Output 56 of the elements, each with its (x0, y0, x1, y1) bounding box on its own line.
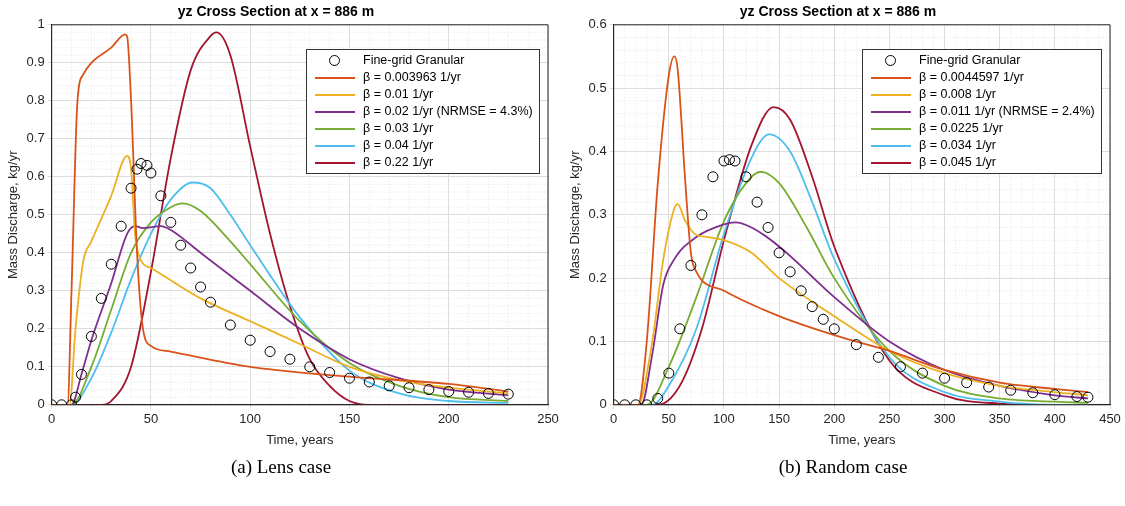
x-tick-label: 300 (933, 411, 956, 427)
x-tick-label: 350 (988, 411, 1011, 427)
text: (a) Lens case (229, 456, 333, 478)
legend-label: β = 0.034 1/yr (919, 136, 997, 154)
y-tick-label: 0 (599, 396, 607, 412)
y-tick-label: 0.7 (26, 130, 45, 146)
legend-label: β = 0.011 1/yr (NRMSE = 2.4%) (919, 102, 1095, 120)
x-tick-label: 50 (661, 411, 677, 427)
legend-label: β = 0.045 1/yr (919, 153, 997, 171)
legend-label: β = 0.0044597 1/yr (919, 68, 1024, 86)
x-tick-label: 100 (239, 411, 262, 427)
legend-label: β = 0.003963 1/yr (363, 68, 461, 86)
x-tick-label: 150 (338, 411, 361, 427)
x-tick-label: 250 (878, 411, 901, 427)
y-tick-label: 0.6 (588, 16, 607, 32)
y-axis-title: Mass Discharge, kg/yr (5, 149, 21, 280)
chart-title: yz Cross Section at x = 886 m (177, 3, 375, 20)
x-tick-label: 50 (143, 411, 159, 427)
y-tick-label: 0.5 (588, 79, 607, 95)
legend-label: Fine-grid Granular (363, 51, 465, 69)
x-tick-label: 0 (610, 411, 618, 427)
x-tick-label: 200 (823, 411, 846, 427)
y-tick-label: 0.9 (26, 54, 45, 70)
x-tick-label: 250 (537, 411, 559, 427)
y-axis-title: Mass Discharge, kg/yr (567, 149, 583, 280)
x-axis-title: Time, years (266, 431, 335, 447)
y-tick-label: 0.4 (588, 143, 607, 159)
x-tick-label: 200 (437, 411, 460, 427)
legend-label: β = 0.03 1/yr (363, 119, 434, 137)
legend-label: Fine-grid Granular (919, 51, 1021, 69)
text: (b) Random case (777, 456, 909, 478)
x-tick-label: 100 (713, 411, 735, 427)
y-tick-label: 0.3 (26, 282, 45, 298)
legend-label: β = 0.04 1/yr (363, 136, 434, 154)
legend-label: β = 0.22 1/yr (363, 153, 434, 171)
x-tick-label: 150 (768, 411, 790, 427)
x-tick-label: 450 (1099, 411, 1121, 427)
y-tick-label: 0.2 (588, 269, 607, 285)
y-tick-label: 0.5 (26, 206, 45, 222)
y-tick-label: 0.4 (26, 244, 45, 260)
chart-title: yz Cross Section at x = 886 m (739, 3, 937, 20)
y-tick-label: 1 (37, 16, 45, 32)
x-axis-title: Time, years (828, 431, 897, 447)
y-tick-label: 0.8 (26, 92, 45, 108)
y-tick-label: 0.3 (588, 206, 607, 222)
x-tick-label: 0 (48, 411, 56, 427)
y-tick-label: 0.1 (588, 333, 607, 349)
y-tick-label: 0 (37, 396, 45, 412)
x-tick-label: 400 (1044, 411, 1066, 427)
y-tick-label: 0.1 (26, 358, 45, 374)
y-tick-label: 0.2 (26, 320, 45, 336)
legend-label: β = 0.008 1/yr (919, 85, 997, 103)
legend-label: β = 0.01 1/yr (363, 85, 434, 103)
legend-label: β = 0.0225 1/yr (919, 119, 1003, 137)
y-tick-label: 0.6 (26, 168, 45, 184)
legend-label: β = 0.02 1/yr (NRMSE = 4.3%) (363, 102, 533, 120)
